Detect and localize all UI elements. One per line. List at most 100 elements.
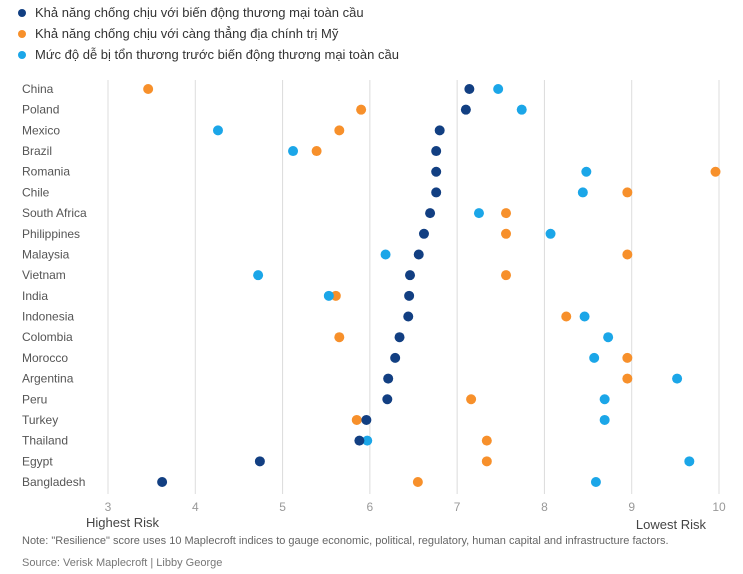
- data-point: [212, 125, 223, 136]
- x-tick-label: 3: [105, 500, 112, 514]
- data-point: [157, 477, 168, 487]
- category-label: Poland: [22, 103, 59, 117]
- data-point: [425, 208, 436, 219]
- x-tick-label: 9: [628, 500, 635, 514]
- category-label: Egypt: [22, 454, 53, 468]
- data-point: [464, 84, 475, 94]
- legend-item: Mức độ dễ bị tổn thương trước biến động …: [18, 44, 399, 65]
- data-point: [253, 270, 264, 281]
- data-point: [361, 414, 372, 425]
- data-point: [334, 332, 345, 343]
- data-point: [380, 249, 391, 260]
- data-point: [405, 270, 416, 281]
- x-high-label: Lowest Risk: [636, 517, 707, 532]
- data-point: [356, 104, 367, 115]
- data-point: [672, 373, 683, 384]
- legend-label: Mức độ dễ bị tổn thương trước biến động …: [35, 47, 399, 62]
- data-point: [516, 104, 527, 115]
- data-point: [710, 166, 721, 177]
- legend-label: Khả năng chống chịu với càng thẳng địa c…: [35, 26, 339, 41]
- category-label: Indonesia: [22, 310, 74, 324]
- category-label: India: [22, 289, 48, 303]
- data-point: [354, 435, 365, 446]
- data-point: [460, 104, 471, 115]
- category-label: Turkey: [22, 413, 58, 427]
- x-tick-label: 4: [192, 500, 199, 514]
- data-point: [254, 456, 265, 467]
- category-label: South Africa: [22, 206, 87, 220]
- data-point: [390, 352, 401, 363]
- data-point: [413, 249, 424, 260]
- data-point: [599, 394, 610, 405]
- data-point: [311, 146, 322, 157]
- data-point: [418, 228, 429, 239]
- source: Source: Verisk Maplecroft | Libby George: [22, 557, 222, 569]
- data-point: [394, 332, 405, 343]
- data-point: [481, 435, 492, 446]
- data-point: [403, 311, 414, 322]
- data-point: [501, 208, 512, 219]
- data-point: [599, 414, 610, 425]
- data-point: [561, 311, 572, 322]
- data-point: [434, 125, 445, 136]
- legend-marker-icon: [18, 50, 26, 59]
- category-label: Philippines: [22, 227, 80, 241]
- legend-marker-icon: [18, 8, 26, 17]
- data-point: [545, 228, 556, 239]
- x-tick-label: 8: [541, 500, 548, 514]
- data-point: [622, 187, 633, 198]
- data-point: [590, 477, 601, 487]
- x-tick-label: 6: [367, 500, 374, 514]
- x-tick-label: 7: [454, 500, 461, 514]
- data-point: [581, 166, 592, 177]
- category-label: Bangladesh: [22, 475, 85, 489]
- category-label: Morocco: [22, 351, 68, 365]
- category-label: Thailand: [22, 434, 68, 448]
- category-label: Malaysia: [22, 247, 70, 261]
- data-point: [334, 125, 345, 136]
- category-label: China: [22, 82, 54, 96]
- category-label: Chile: [22, 185, 50, 199]
- category-label: Brazil: [22, 144, 52, 158]
- data-point: [351, 414, 362, 425]
- data-point: [431, 166, 442, 177]
- data-point: [501, 228, 512, 239]
- data-point: [622, 352, 633, 363]
- data-point: [684, 456, 695, 467]
- data-point: [603, 332, 614, 343]
- data-point: [288, 146, 299, 157]
- category-label: Romania: [22, 165, 70, 179]
- legend-item: Khả năng chống chịu với biến động thương…: [18, 2, 399, 23]
- data-point: [579, 311, 590, 322]
- data-point: [577, 187, 588, 198]
- data-point: [431, 187, 442, 198]
- data-point: [362, 435, 373, 446]
- legend-item: Khả năng chống chịu với càng thẳng địa c…: [18, 23, 399, 44]
- category-label: Colombia: [22, 330, 73, 344]
- data-point: [493, 84, 504, 94]
- legend-marker-icon: [18, 29, 26, 38]
- data-point: [466, 394, 477, 405]
- data-point: [501, 270, 512, 281]
- x-tick-label: 10: [712, 500, 726, 514]
- category-label: Argentina: [22, 372, 74, 386]
- data-point: [404, 290, 415, 301]
- legend: Khả năng chống chịu với biến động thương…: [18, 2, 399, 65]
- category-label: Peru: [22, 392, 47, 406]
- data-point: [473, 208, 484, 219]
- data-point: [143, 84, 154, 94]
- data-point: [431, 146, 442, 157]
- data-point: [481, 456, 492, 467]
- data-point: [382, 394, 393, 405]
- note: Note: "Resilience" score uses 10 Maplecr…: [22, 535, 669, 547]
- category-label: Vietnam: [22, 268, 66, 282]
- data-point: [383, 373, 394, 384]
- category-label: Mexico: [22, 123, 60, 137]
- data-point: [622, 373, 633, 384]
- legend-label: Khả năng chống chịu với biến động thương…: [35, 5, 364, 20]
- data-point: [330, 290, 341, 301]
- data-point: [589, 352, 600, 363]
- data-point: [323, 290, 334, 301]
